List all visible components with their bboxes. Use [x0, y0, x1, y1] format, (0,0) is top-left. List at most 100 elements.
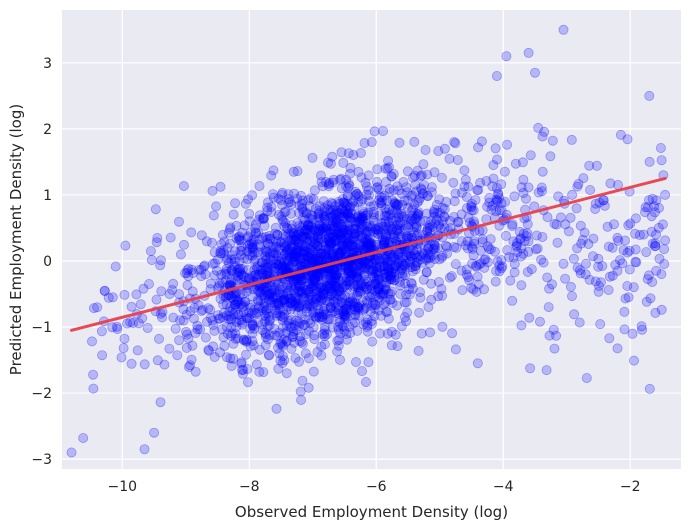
- scatter-point: [531, 230, 542, 241]
- scatter-point: [539, 126, 550, 137]
- scatter-point: [405, 216, 416, 227]
- scatter-point: [422, 191, 433, 202]
- scatter-point: [371, 266, 382, 277]
- scatter-point: [645, 293, 656, 304]
- scatter-point: [346, 267, 357, 278]
- scatter-point: [277, 187, 288, 198]
- scatter-point: [384, 183, 395, 194]
- scatter-point: [207, 185, 218, 196]
- scatter-point: [345, 215, 356, 226]
- scatter-point: [249, 304, 260, 315]
- scatter-point: [374, 274, 385, 285]
- scatter-point: [421, 208, 432, 219]
- scatter-point: [453, 216, 464, 227]
- scatter-point: [368, 215, 379, 226]
- scatter-point: [296, 222, 307, 233]
- scatter-point: [281, 368, 292, 379]
- scatter-point: [313, 226, 324, 237]
- scatter-point: [255, 287, 266, 298]
- scatter-point: [266, 206, 277, 217]
- scatter-point: [590, 203, 601, 214]
- scatter-point: [401, 297, 412, 308]
- scatter-point: [315, 244, 326, 255]
- scatter-point: [408, 248, 419, 259]
- scatter-point: [501, 51, 512, 62]
- scatter-point: [235, 235, 246, 246]
- scatter-point: [389, 254, 400, 265]
- scatter-point: [187, 286, 198, 297]
- scatter-point: [228, 353, 239, 364]
- scatter-point: [309, 273, 320, 284]
- scatter-point: [401, 182, 412, 193]
- scatter-point: [381, 230, 392, 241]
- scatter-point: [323, 213, 334, 224]
- scatter-point: [316, 350, 327, 361]
- scatter-point: [547, 279, 558, 290]
- scatter-point: [280, 231, 291, 242]
- scatter-point: [497, 261, 508, 272]
- scatter-point: [228, 338, 239, 349]
- scatter-point: [306, 241, 317, 252]
- scatter-point: [394, 220, 405, 231]
- scatter-point: [283, 194, 294, 205]
- scatter-point: [304, 229, 315, 240]
- scatter-point: [516, 280, 527, 291]
- scatter-point: [523, 246, 534, 257]
- scatter-point: [429, 208, 440, 219]
- scatter-point: [306, 281, 317, 292]
- scatter-point: [417, 248, 428, 259]
- scatter-point: [286, 199, 297, 210]
- scatter-point: [269, 323, 280, 334]
- scatter-point: [237, 263, 248, 274]
- scatter-point: [519, 236, 530, 247]
- scatter-point: [311, 253, 322, 264]
- scatter-point: [253, 228, 264, 239]
- scatter-point: [309, 274, 320, 285]
- scatter-point: [270, 248, 281, 259]
- scatter-point: [595, 277, 606, 288]
- scatter-point: [385, 288, 396, 299]
- scatter-point: [342, 190, 353, 201]
- scatter-point: [401, 289, 412, 300]
- scatter-point: [289, 320, 300, 331]
- scatter-point: [359, 225, 370, 236]
- scatter-point: [435, 223, 446, 234]
- scatter-point: [305, 220, 316, 231]
- scatter-point: [372, 164, 383, 175]
- scatter-point: [283, 318, 294, 329]
- scatter-point: [406, 230, 417, 241]
- scatter-point: [308, 306, 319, 317]
- scatter-point: [244, 239, 255, 250]
- scatter-point: [464, 275, 475, 286]
- scatter-point: [340, 306, 351, 317]
- scatter-point: [232, 264, 243, 275]
- scatter-point: [188, 313, 199, 324]
- scatter-point: [536, 182, 547, 193]
- scatter-point: [624, 264, 635, 275]
- scatter-point: [433, 220, 444, 231]
- scatter-point: [292, 230, 303, 241]
- scatter-point: [88, 303, 99, 314]
- scatter-point: [594, 280, 605, 291]
- scatter-point: [478, 284, 489, 295]
- scatter-point: [292, 293, 303, 304]
- scatter-point: [461, 269, 472, 280]
- scatter-point: [270, 258, 281, 269]
- scatter-point: [363, 238, 374, 249]
- scatter-point: [416, 328, 427, 339]
- scatter-point: [342, 237, 353, 248]
- scatter-point: [392, 181, 403, 192]
- scatter-point: [139, 444, 150, 455]
- scatter-point: [384, 204, 395, 215]
- scatter-point: [170, 323, 181, 334]
- scatter-point: [467, 243, 478, 254]
- scatter-point: [356, 224, 367, 235]
- scatter-point: [234, 231, 245, 242]
- scatter-point: [336, 147, 347, 158]
- scatter-point: [345, 213, 356, 224]
- scatter-point: [345, 201, 356, 212]
- scatter-point: [233, 309, 244, 320]
- scatter-point: [331, 244, 342, 255]
- scatter-point: [269, 330, 280, 341]
- scatter-point: [287, 301, 298, 312]
